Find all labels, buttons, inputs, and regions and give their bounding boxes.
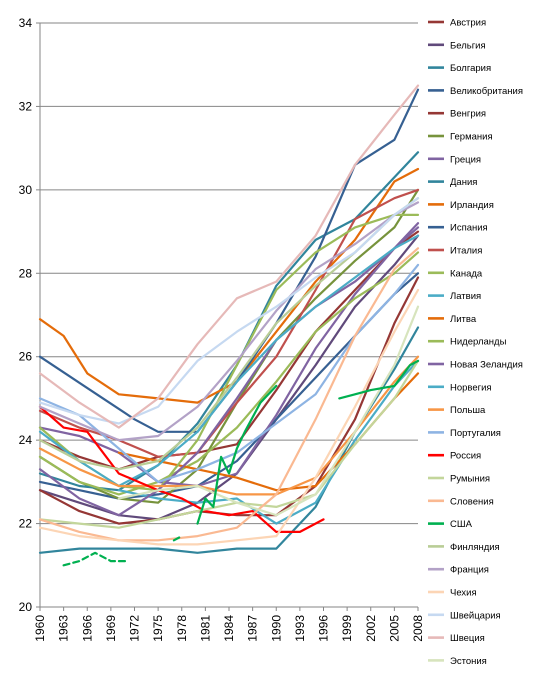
legend-label: Ирландия	[450, 200, 494, 211]
x-tick-label: 1987	[246, 615, 260, 642]
series-lines	[38, 84, 420, 567]
x-tick-label: 1981	[198, 615, 212, 642]
legend-label: Новая Зеландия	[450, 360, 523, 371]
y-tick-label: 32	[19, 99, 33, 113]
y-tick-labels: 20 22 24 26 28 30 32 34	[19, 16, 33, 614]
series-line-22	[62, 551, 128, 567]
series-line-7	[38, 151, 420, 492]
y-tick-label: 26	[19, 350, 33, 364]
x-tick-label: 1975	[151, 615, 165, 642]
series-line-27	[38, 84, 420, 429]
legend-label: Бельгия	[450, 40, 486, 51]
series-line-24	[38, 201, 420, 442]
x-tick-label: 1990	[269, 615, 283, 642]
x-tick-label: 1972	[128, 615, 142, 642]
series-line-18	[38, 263, 420, 483]
series-line-6	[38, 226, 420, 488]
legend-label: Португалия	[450, 428, 501, 439]
x-tick-label: 1966	[80, 615, 94, 642]
legend-label: Швеция	[450, 633, 485, 644]
x-tick-label: 1999	[340, 615, 354, 642]
y-tick-label: 24	[19, 433, 33, 447]
x-tick-label: 2002	[364, 615, 378, 642]
legend-label: Германия	[450, 132, 493, 143]
series-line-12	[117, 359, 420, 525]
legend-label: Чехия	[450, 588, 477, 599]
legend-label: Латвия	[450, 291, 481, 302]
series-line-0	[38, 230, 420, 471]
legend-label: США	[450, 519, 473, 530]
x-tick-label: 1969	[104, 615, 118, 642]
series-line-15	[38, 222, 420, 517]
legend-label: Франция	[450, 565, 489, 576]
series-line-8	[38, 167, 420, 404]
gridlines	[40, 22, 418, 608]
x-tick-label: 1993	[293, 615, 307, 642]
legend-label: Россия	[450, 451, 481, 462]
legend-label: Канада	[450, 268, 483, 279]
legend-label: Болгария	[450, 63, 491, 74]
legend-label: Испания	[450, 223, 488, 234]
x-tick-label: 1963	[57, 615, 71, 642]
legend: Австрия Бельгия Болгария Великобритания Венг…	[428, 18, 523, 667]
legend-label: Швейцария	[450, 610, 501, 621]
y-tick-label: 28	[19, 266, 33, 280]
legend-label: Нидерланды	[450, 337, 507, 348]
x-tick-label: 2005	[387, 615, 401, 642]
legend-label: Эстония	[450, 656, 487, 667]
series-line-extra-30	[196, 384, 278, 525]
legend-label: Словения	[450, 496, 494, 507]
series-line-11	[38, 251, 420, 496]
legend-label: Греция	[450, 154, 481, 165]
legend-label: Австрия	[450, 18, 486, 29]
series-line-4	[38, 276, 420, 525]
y-tick-label: 34	[19, 16, 33, 30]
legend-label: Великобритания	[450, 86, 523, 97]
y-tick-label: 22	[19, 517, 33, 531]
series-line-26	[38, 197, 420, 425]
legend-label: Венгрия	[450, 109, 486, 120]
series-line-17	[38, 355, 420, 496]
x-tick-label: 1960	[33, 615, 47, 642]
legend-label: Румыния	[450, 474, 490, 485]
series-line-21	[38, 247, 420, 542]
series-line-extra-29	[172, 535, 183, 542]
x-tick-label: 1978	[175, 615, 189, 642]
legend-label: Литва	[450, 314, 477, 325]
x-tick-label: 1984	[222, 615, 236, 642]
series-line-25	[38, 288, 420, 546]
x-tick-label: 2008	[411, 615, 425, 642]
y-tick-label: 20	[19, 600, 33, 614]
legend-label: Италия	[450, 246, 482, 257]
series-line-16	[38, 234, 420, 488]
x-tick-label: 1996	[317, 615, 331, 642]
series-line-extra-31	[338, 359, 420, 400]
axes	[36, 22, 419, 611]
legend-label: Норвегия	[450, 382, 492, 393]
legend-label: Дания	[450, 177, 477, 188]
legend-label: Финляндия	[450, 542, 500, 553]
legend-label: Польша	[450, 405, 486, 416]
y-tick-label: 30	[19, 183, 33, 197]
x-tick-labels: 1960 1963 1966 1969 1972 1975 1978 1981 1984 1987…	[33, 615, 425, 642]
